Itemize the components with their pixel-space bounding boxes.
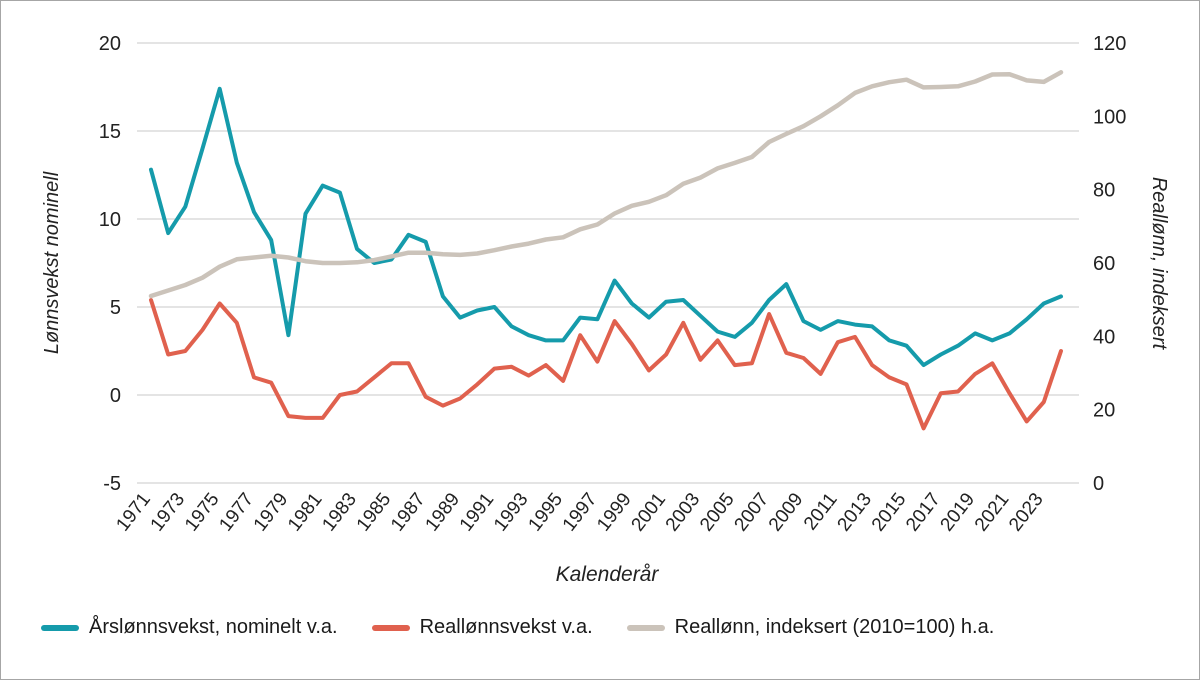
x-axis-title: Kalenderår [556,563,660,586]
x-axis-tick: 1977 [215,489,258,535]
left-axis-tick: -5 [103,473,121,495]
series-line-nominal-wage-growth [149,86,1063,368]
x-axis-tick: 1981 [284,489,327,535]
x-axis-tick: 2021 [971,489,1014,535]
x-axis-tick: 1987 [387,489,430,535]
x-axis-tick: 2001 [627,489,670,535]
x-axis-tick: 2015 [868,489,911,535]
right-axis-tick: 100 [1093,106,1126,128]
x-axis-tick: 1983 [318,489,361,535]
right-axis-tick: 20 [1093,400,1115,422]
x-axis-tick: 1979 [250,489,293,535]
x-axis-tick: 1995 [524,489,567,535]
legend-item-real-wage-index: Reallønn, indeksert (2010=100) h.a. [626,616,995,639]
right-axis-tick: 0 [1093,473,1104,495]
left-axis-tick: 0 [110,385,121,407]
x-axis-tick: 1989 [421,489,464,535]
right-axis-tick: 40 [1093,326,1115,348]
real-wage-growth-line-swatch-icon [371,624,410,631]
nominal-wage-growth-line-swatch-icon [41,624,79,631]
left-axis-title: Lønnsvekst nominell [41,171,63,354]
right-axis-tick: 120 [1093,33,1126,55]
legend-item-nominal-wage-growth: Årslønnsvekst, nominelt v.a. [41,616,338,639]
left-axis-tick: 5 [110,297,121,319]
x-axis-tick: 2005 [696,489,739,535]
x-axis-tick: 2009 [765,489,808,535]
legend-label-real-wage-growth: Reallønnsvekst v.a. [419,616,593,638]
x-axis-tick: 1997 [559,489,602,535]
legend-label-nominal-wage-growth: Årslønnsvekst, nominelt v.a. [89,616,338,638]
real-wage-index-line-swatch-icon [626,624,665,631]
x-axis-tick: 2019 [937,489,980,535]
series-line-real-wage-index [148,70,1064,299]
right-axis-tick: 80 [1093,180,1115,202]
right-axis-tick-labels: 0 20 40 60 80 100 120 [1093,33,1126,495]
x-axis-tick: 2003 [662,489,705,535]
x-axis-tick: 1973 [147,489,190,535]
x-axis-tick: 1999 [593,489,636,535]
x-axis-tick-labels: 1971197319751977197919811983198519871989… [112,489,1047,535]
x-axis-tick: 1991 [456,489,499,535]
left-axis-tick: 15 [99,121,121,143]
legend-label-real-wage-index: Reallønn, indeksert (2010=100) h.a. [674,616,995,638]
x-axis-tick: 2007 [730,489,773,535]
left-axis-tick: 20 [99,33,121,55]
x-axis-tick: 1993 [490,489,533,535]
gridlines [137,42,1079,484]
x-axis-tick: 1971 [112,489,155,535]
x-axis-tick: 2017 [902,489,945,535]
x-axis-tick: 2013 [833,489,876,535]
right-axis-title: Reallønn, indeksert [1148,177,1170,351]
x-axis-tick: 2011 [800,489,842,534]
left-axis-tick: 10 [99,209,121,231]
left-axis-tick-labels: -5 0 5 10 15 20 [99,33,121,495]
x-axis-tick: 1985 [353,489,396,535]
series-line-real-wage-growth [149,298,1063,431]
x-axis-tick: 1975 [181,489,224,535]
x-axis-tick: 2023 [1005,489,1048,535]
right-axis-tick: 60 [1093,253,1115,275]
chart-legend: Årslønnsvekst, nominelt v.a. Reallønnsve… [1,616,1199,639]
legend-item-real-wage-growth: Reallønnsvekst v.a. [371,616,593,639]
series-lines [148,70,1064,431]
